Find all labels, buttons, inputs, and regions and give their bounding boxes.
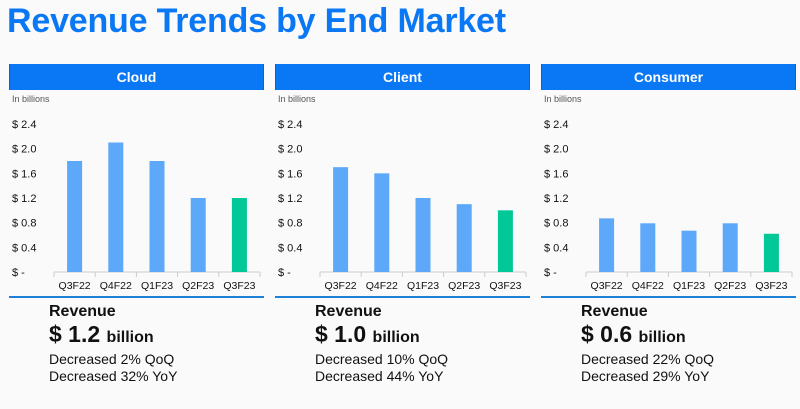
divider — [275, 296, 530, 298]
bar-q3f22 — [599, 218, 615, 272]
y-tick-label: $ 0.8 — [544, 218, 568, 230]
x-tick-label: Q1F23 — [141, 280, 173, 292]
y-tick-label: $ 2.0 — [278, 144, 302, 156]
revenue-amount: $ 0.6 — [581, 321, 633, 347]
yoy-change: Decreased 44% YoY — [315, 368, 444, 384]
bar-q2f23 — [456, 204, 472, 272]
yoy-change: Decreased 29% YoY — [581, 368, 710, 384]
bar-q4f22 — [640, 223, 656, 272]
x-tick-label: Q3F22 — [325, 280, 357, 292]
y-tick-label: $ - — [544, 267, 557, 279]
yoy-change: Decreased 32% YoY — [49, 368, 178, 384]
x-tick-label: Q4F22 — [100, 280, 132, 292]
panel-header: Client — [275, 64, 530, 90]
x-tick-label: Q2F23 — [714, 280, 746, 292]
revenue-summary: Revenue $ 1.0 billion Decreased 10% QoQ … — [315, 302, 448, 385]
x-tick-label: Q2F23 — [182, 280, 214, 292]
bar-q1f23 — [681, 230, 697, 272]
bar-q3f22 — [333, 167, 349, 272]
y-tick-label: $ - — [12, 267, 25, 279]
y-tick-label: $ 0.4 — [12, 242, 36, 254]
y-tick-label: $ 2.4 — [278, 119, 302, 131]
bar-chart-consumer: $ - $ 0.4 $ 0.8 $ 1.2 $ 1.6 $ 2.0 $ 2.4 Q3F22 Q4… — [544, 119, 793, 292]
bar-q2f23 — [190, 198, 206, 272]
bar-chart-cloud: $ - $ 0.4 $ 0.8 $ 1.2 $ 1.6 $ 2.0 $ 2.4 Q3F22 Q4… — [12, 119, 261, 292]
bar-q4f22 — [374, 173, 390, 272]
y-tick-label: $ 1.6 — [278, 168, 302, 180]
y-tick-label: $ - — [278, 267, 291, 279]
y-tick-label: $ 2.4 — [544, 119, 568, 131]
y-tick-label: $ 1.2 — [278, 193, 302, 205]
x-tick-label: Q3F22 — [59, 280, 91, 292]
panel-client: Client In billions $ - $ 0.4 $ 0.8 $ 1.2 $ 1… — [275, 64, 530, 409]
revenue-summary: Revenue $ 1.2 billion Decreased 2% QoQ D… — [49, 302, 177, 385]
revenue-unit: billion — [372, 329, 420, 346]
y-tick-label: $ 0.8 — [12, 218, 36, 230]
units-label: In billions — [544, 94, 582, 104]
revenue-amount: $ 1.2 — [49, 321, 101, 347]
y-tick-label: $ 1.2 — [544, 193, 568, 205]
bar-q1f23 — [415, 198, 431, 272]
revenue-unit: billion — [638, 329, 686, 346]
x-tick-label: Q4F22 — [366, 280, 398, 292]
revenue-label: Revenue — [581, 303, 648, 320]
x-tick-label: Q4F22 — [632, 280, 664, 292]
revenue-value: $ 1.2 billion — [49, 321, 177, 351]
units-label: In billions — [12, 94, 50, 104]
revenue-amount: $ 1.0 — [315, 321, 367, 347]
revenue-unit: billion — [106, 329, 154, 346]
qoq-change: Decreased 22% QoQ — [581, 351, 715, 367]
revenue-value: $ 1.0 billion — [315, 321, 448, 351]
bar-q3f23 — [763, 233, 779, 272]
qoq-change: Decreased 2% QoQ — [49, 351, 175, 367]
revenue-summary: Revenue $ 0.6 billion Decreased 22% QoQ … — [581, 302, 714, 385]
x-tick-label: Q3F23 — [223, 280, 255, 292]
x-tick-label: Q1F23 — [673, 280, 705, 292]
y-tick-label: $ 1.6 — [12, 168, 36, 180]
y-tick-label: $ 0.8 — [278, 218, 302, 230]
y-tick-label: $ 2.4 — [12, 119, 36, 131]
divider — [9, 296, 264, 298]
x-tick-label: Q2F23 — [448, 280, 480, 292]
y-tick-label: $ 0.4 — [278, 242, 302, 254]
qoq-change: Decreased 10% QoQ — [315, 351, 449, 367]
bar-q3f22 — [67, 161, 83, 272]
y-tick-label: $ 1.2 — [12, 193, 36, 205]
y-tick-label: $ 2.0 — [12, 144, 36, 156]
y-tick-label: $ 2.0 — [544, 144, 568, 156]
x-tick-label: Q3F23 — [489, 280, 521, 292]
units-label: In billions — [278, 94, 316, 104]
x-tick-label: Q3F23 — [755, 280, 787, 292]
bar-q2f23 — [722, 223, 738, 272]
x-tick-label: Q1F23 — [407, 280, 439, 292]
page-title: Revenue Trends by End Market — [7, 2, 506, 40]
revenue-label: Revenue — [49, 303, 116, 320]
revenue-value: $ 0.6 billion — [581, 321, 714, 351]
x-tick-label: Q3F22 — [591, 280, 623, 292]
bar-q1f23 — [149, 161, 165, 272]
bar-chart-client: $ - $ 0.4 $ 0.8 $ 1.2 $ 1.6 $ 2.0 $ 2.4 Q3F22 Q4… — [278, 119, 527, 292]
y-tick-label: $ 0.4 — [544, 242, 568, 254]
panel-header: Cloud — [9, 64, 264, 90]
divider — [541, 296, 796, 298]
panel-consumer: Consumer In billions $ - $ 0.4 $ 0.8 $ 1.2 $… — [541, 64, 796, 409]
y-tick-label: $ 1.6 — [544, 168, 568, 180]
bar-q4f22 — [108, 142, 124, 272]
panel-header: Consumer — [541, 64, 796, 90]
bar-q3f23 — [231, 198, 247, 272]
panel-cloud: Cloud In billions $ - $ 0.4 $ 0.8 $ 1.2 $ 1.… — [9, 64, 264, 409]
revenue-label: Revenue — [315, 303, 382, 320]
bar-q3f23 — [497, 210, 513, 272]
